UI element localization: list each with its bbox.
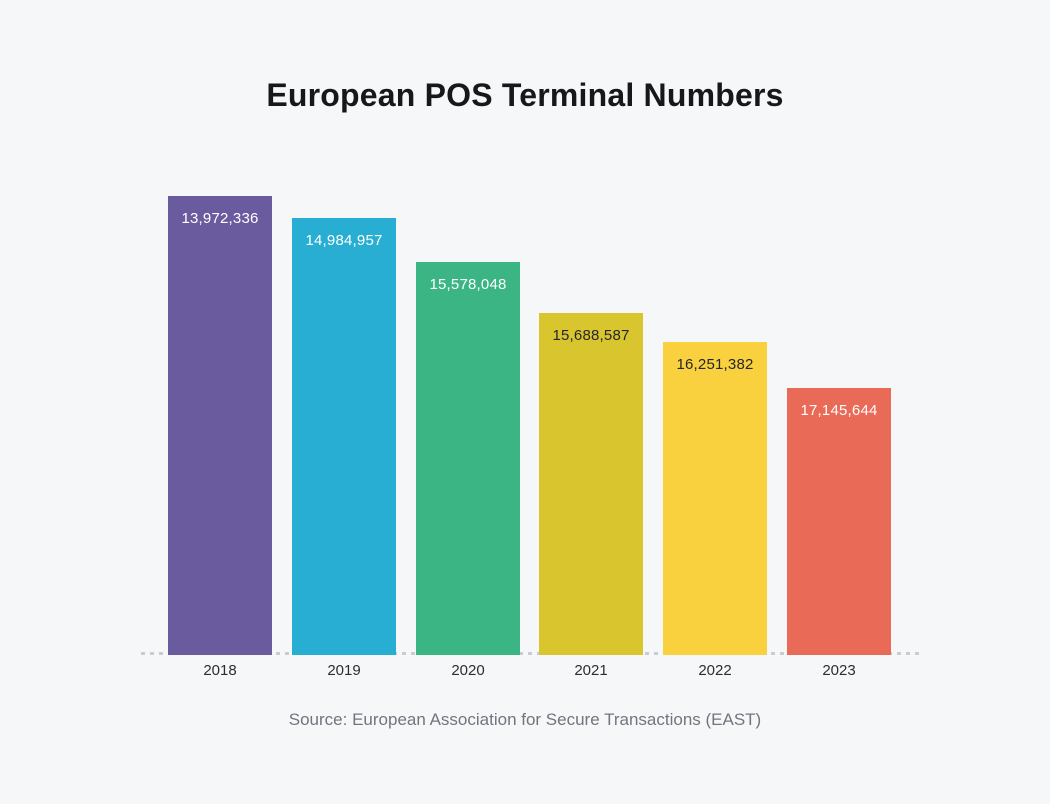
x-axis-label-2022: 2022 <box>698 662 732 679</box>
bar-value-label: 16,251,382 <box>676 356 754 373</box>
x-axis-label-2019: 2019 <box>327 662 361 679</box>
x-axis-label-2021: 2021 <box>574 662 608 679</box>
chart-bar-2018: 13,972,336 <box>168 196 272 655</box>
x-axis-label-2018: 2018 <box>203 662 237 679</box>
bar-value-label: 14,984,957 <box>305 232 383 249</box>
chart-bar-2019: 14,984,957 <box>292 218 396 655</box>
x-axis-label-2023: 2023 <box>822 662 856 679</box>
x-axis-label-2020: 2020 <box>451 662 485 679</box>
bar-value-label: 13,972,336 <box>181 210 259 227</box>
source-caption: Source: European Association for Secure … <box>288 710 762 729</box>
chart-bar-2021: 15,688,587 <box>539 313 643 655</box>
bar-value-label: 17,145,644 <box>800 402 878 419</box>
bar-value-label: 15,578,048 <box>429 276 507 293</box>
chart-title: European POS Terminal Numbers <box>266 77 784 113</box>
chart-bar-2023: 17,145,644 <box>787 388 891 655</box>
chart-bar-2022: 16,251,382 <box>663 342 767 655</box>
x-axis-baseline <box>141 652 919 655</box>
chart-bar-2020: 15,578,048 <box>416 262 520 655</box>
bar-value-label: 15,688,587 <box>552 327 630 344</box>
